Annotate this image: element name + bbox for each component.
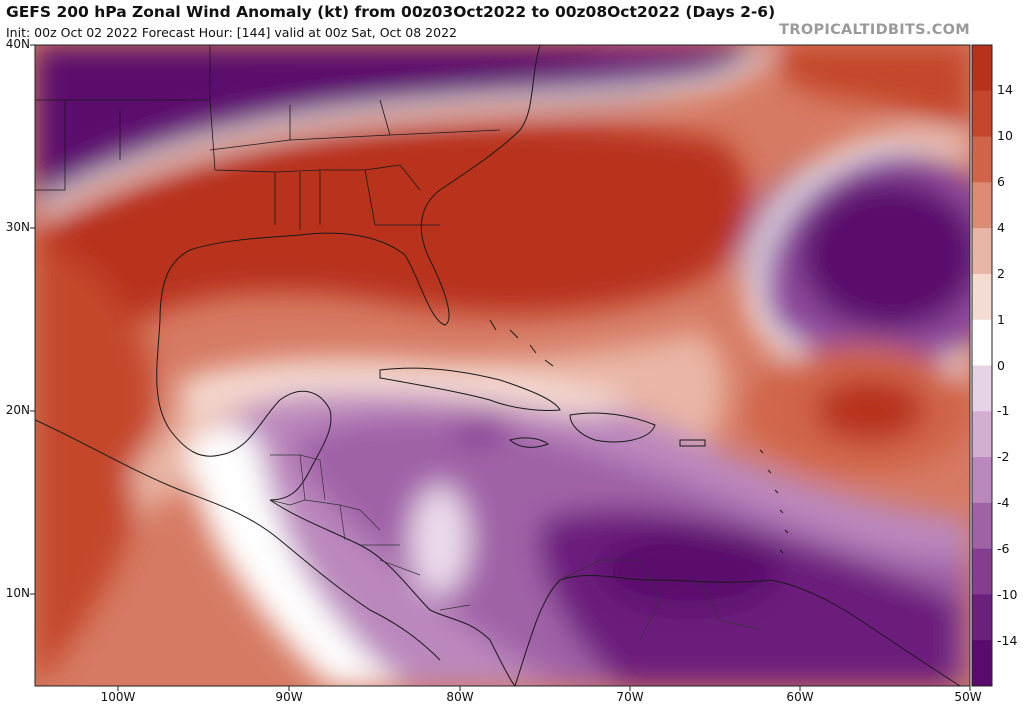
brand-watermark: TROPICALTIDBITS.COM (779, 22, 970, 38)
anomaly-field (35, 45, 970, 686)
colorbar-label: -6 (997, 541, 1010, 556)
colorbar-swatch (972, 365, 992, 412)
field-neg-jamaica (450, 416, 510, 444)
colorbar-label: -1 (997, 403, 1010, 418)
field-neg-atlantic-core (800, 180, 970, 330)
map-frame (34, 44, 971, 687)
lat-label-20n: 20N (5, 403, 30, 417)
colorbar-label: -4 (997, 495, 1010, 510)
colorbar-swatch (972, 411, 992, 458)
colorbar-swatch (972, 136, 992, 183)
field-light-panama (410, 485, 470, 595)
colorbar-label: 1 (997, 312, 1005, 327)
colorbar-swatch (972, 273, 992, 321)
lon-label-90w: 90W (275, 690, 303, 704)
lon-label-100w: 100W (100, 690, 136, 704)
lon-label-60w: 60W (786, 690, 814, 704)
colorbar-swatch (972, 228, 992, 275)
field-white-central (189, 426, 410, 686)
coastlines (35, 45, 961, 686)
lon-ticks (117, 686, 971, 691)
field-neg-north-core (35, 45, 620, 185)
colorbar-swatch (972, 182, 992, 229)
coast-antilles (759, 449, 789, 554)
colorbar (972, 45, 992, 687)
state-borders (35, 45, 501, 230)
field-pos-east-core (815, 378, 925, 442)
colorbar-label: 2 (997, 266, 1005, 281)
field-neg-venezuela-core (600, 530, 780, 610)
field-pos-west (35, 240, 154, 686)
colorbar-label: 14 (997, 82, 1013, 97)
field-white-west-carib (180, 358, 626, 420)
lat-ticks (30, 44, 35, 595)
colorbar-swatch (972, 457, 992, 504)
coast-yucatan (219, 390, 332, 501)
coast-pacific-ca (35, 419, 441, 661)
coast-central-america (269, 499, 516, 686)
lat-label-10n: 10N (5, 586, 30, 600)
field-jet-white (37, 45, 775, 215)
colorbar-swatch (972, 90, 992, 138)
coast-south-america (514, 575, 961, 686)
lon-label-50w: 50W (954, 690, 982, 704)
colorbar-label: -10 (997, 587, 1018, 602)
field-pos-gulf (35, 123, 748, 421)
lat-label-40n: 40N (5, 37, 30, 51)
colorbar-swatch (972, 548, 992, 595)
lon-label-70w: 70W (616, 690, 644, 704)
colorbar-frame (971, 44, 993, 687)
field-pos-ne (760, 45, 970, 130)
lon-label-80w: 80W (446, 690, 474, 704)
colorbar-label: -2 (997, 449, 1010, 464)
colorbar-swatch (972, 502, 992, 550)
colorbar-label: 0 (997, 358, 1005, 373)
coast-bahamas (489, 319, 554, 367)
colorbar-swatch (972, 594, 992, 641)
coast-cuba (379, 367, 561, 411)
coast-puerto-rico (679, 439, 706, 447)
colorbar-label: 4 (997, 220, 1005, 235)
map-title: GEFS 200 hPa Zonal Wind Anomaly (kt) fro… (6, 3, 776, 21)
country-borders (269, 454, 761, 641)
coast-jamaica (508, 437, 550, 448)
colorbar-swatch (972, 319, 992, 366)
colorbar-label: 10 (997, 128, 1013, 143)
colorbar-label: 6 (997, 174, 1005, 189)
colorbar-swatch (972, 640, 992, 687)
lat-label-30n: 30N (5, 220, 30, 234)
coast-hispaniola (569, 412, 656, 443)
colorbar-swatch (972, 45, 992, 92)
coast-us (156, 45, 541, 457)
map-subtitle: Init: 00z Oct 02 2022 Forecast Hour: [14… (6, 25, 457, 40)
colorbar-label: -14 (997, 633, 1018, 648)
